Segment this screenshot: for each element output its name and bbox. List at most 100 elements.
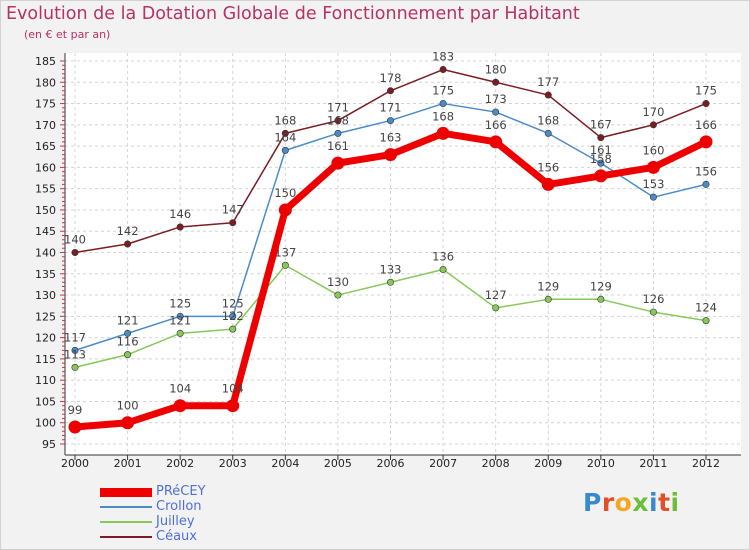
data-label-crollon: 161 xyxy=(590,143,612,157)
data-point-crollon xyxy=(334,129,342,137)
data-label-juilley: 130 xyxy=(327,275,349,289)
data-label-c-aux: 175 xyxy=(695,84,717,98)
data-point-juilley xyxy=(386,278,394,286)
data-point-juilley xyxy=(702,317,710,325)
data-label-crollon: 156 xyxy=(695,164,717,178)
logo-letter: r xyxy=(601,488,615,517)
data-point-juilley xyxy=(71,363,79,371)
y-tick-label: 100 xyxy=(35,417,56,430)
data-point-crollon xyxy=(492,108,500,116)
legend-label: Crollon xyxy=(156,499,202,514)
data-point-juilley xyxy=(229,325,237,333)
data-point-crollon xyxy=(229,312,237,320)
data-label-juilley: 129 xyxy=(590,279,612,293)
data-point-crollon xyxy=(597,159,605,167)
legend-swatch xyxy=(100,506,152,508)
data-label-c-aux: 171 xyxy=(327,101,349,115)
data-point-crollon xyxy=(176,312,184,320)
data-label-juilley: 116 xyxy=(117,335,139,349)
data-point-c-aux xyxy=(597,134,605,142)
y-tick-label: 135 xyxy=(35,268,56,281)
y-tick-label: 165 xyxy=(35,140,56,153)
x-tick-label: 2002 xyxy=(166,457,194,470)
logo-letter: x xyxy=(632,488,649,517)
data-point-juilley xyxy=(281,261,289,269)
data-point-c-aux xyxy=(281,129,289,137)
x-tick-label: 2008 xyxy=(482,457,510,470)
data-label-juilley: 133 xyxy=(380,262,402,276)
data-label-c-aux: 183 xyxy=(432,50,454,64)
y-tick-label: 105 xyxy=(35,395,56,408)
x-tick-label: 2012 xyxy=(692,457,720,470)
data-label-crollon: 125 xyxy=(222,296,244,310)
data-label-c-aux: 180 xyxy=(485,62,507,76)
data-point-c-aux xyxy=(649,121,657,129)
data-label-c-aux: 140 xyxy=(64,233,86,247)
legend-label: Céaux xyxy=(156,529,197,544)
data-point-pr-cey xyxy=(646,160,660,174)
data-point-crollon xyxy=(124,329,132,337)
chart-subtitle: (en € et par an) xyxy=(24,28,111,41)
x-tick-label: 2006 xyxy=(377,457,405,470)
data-label-crollon: 173 xyxy=(485,92,507,106)
data-point-pr-cey xyxy=(68,420,82,434)
data-point-pr-cey xyxy=(121,416,135,430)
logo-letter: i xyxy=(670,488,680,517)
data-point-c-aux xyxy=(176,223,184,231)
data-point-pr-cey xyxy=(331,156,345,170)
data-point-c-aux xyxy=(71,249,79,257)
data-label-crollon: 153 xyxy=(642,177,664,191)
data-label-juilley: 129 xyxy=(537,279,559,293)
data-label-juilley: 124 xyxy=(695,301,717,315)
data-label-pr-cey: 150 xyxy=(274,186,296,200)
x-tick-label: 2007 xyxy=(429,457,457,470)
data-label-crollon: 125 xyxy=(169,296,191,310)
data-label-pr-cey: 160 xyxy=(642,143,664,157)
x-tick-label: 2011 xyxy=(639,457,667,470)
data-label-juilley: 127 xyxy=(485,288,507,302)
x-tick-label: 2004 xyxy=(271,457,299,470)
data-label-pr-cey: 166 xyxy=(485,118,507,132)
y-tick-label: 110 xyxy=(35,374,56,387)
y-tick-label: 115 xyxy=(35,353,56,366)
data-point-pr-cey xyxy=(594,169,608,183)
data-label-c-aux: 142 xyxy=(117,224,139,238)
data-point-juilley xyxy=(597,295,605,303)
data-label-pr-cey: 163 xyxy=(380,131,402,145)
x-tick-label: 2009 xyxy=(534,457,562,470)
data-label-crollon: 171 xyxy=(380,101,402,115)
data-label-crollon: 168 xyxy=(537,113,559,127)
legend-swatch xyxy=(100,536,152,538)
data-point-c-aux xyxy=(386,87,394,95)
x-tick-label: 2000 xyxy=(61,457,89,470)
data-point-juilley xyxy=(544,295,552,303)
legend-swatch xyxy=(100,521,152,523)
data-label-juilley: 122 xyxy=(222,309,244,323)
logo-letter: P xyxy=(583,488,602,517)
data-label-pr-cey: 168 xyxy=(432,109,454,123)
y-tick-label: 160 xyxy=(35,161,56,174)
y-tick-label: 175 xyxy=(35,98,56,111)
data-point-juilley xyxy=(124,351,132,359)
data-point-pr-cey xyxy=(278,203,292,217)
data-point-pr-cey xyxy=(436,126,450,140)
data-point-c-aux xyxy=(439,66,447,74)
data-point-pr-cey xyxy=(699,135,713,149)
data-point-crollon xyxy=(544,129,552,137)
y-tick-label: 170 xyxy=(35,119,56,132)
legend-swatch xyxy=(100,487,152,497)
y-tick-label: 120 xyxy=(35,332,56,345)
data-point-pr-cey xyxy=(489,135,503,149)
y-tick-label: 95 xyxy=(42,438,56,451)
data-point-pr-cey xyxy=(173,399,187,413)
y-tick-label: 125 xyxy=(35,310,56,323)
data-point-pr-cey xyxy=(541,177,555,191)
logo-letter: o xyxy=(614,488,633,517)
data-label-c-aux: 167 xyxy=(590,118,612,132)
data-label-pr-cey: 100 xyxy=(117,399,139,413)
data-point-juilley xyxy=(334,291,342,299)
data-label-pr-cey: 161 xyxy=(327,139,349,153)
y-tick-label: 130 xyxy=(35,289,56,302)
y-tick-label: 150 xyxy=(35,204,56,217)
plot-area xyxy=(65,53,741,455)
